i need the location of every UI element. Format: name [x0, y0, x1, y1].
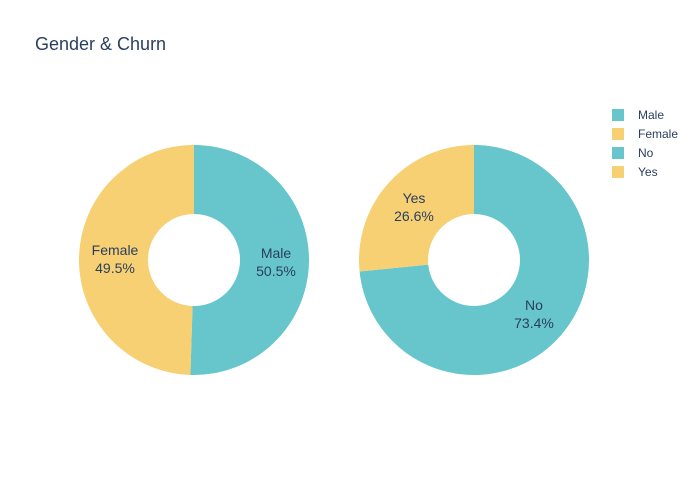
pie-slice-yes[interactable] [359, 145, 474, 272]
slice-label-no: No [525, 297, 543, 313]
slice-percent-no: 73.4% [514, 315, 554, 331]
slice-percent-female: 49.5% [95, 260, 135, 276]
slice-label-yes: Yes [403, 190, 426, 206]
pie-slice-male[interactable] [190, 145, 310, 376]
legend-swatch-male[interactable] [612, 109, 624, 121]
legend-swatch-female[interactable] [612, 128, 624, 140]
pie-slice-female[interactable] [79, 145, 194, 375]
slice-label-male: Male [261, 245, 292, 261]
legend-swatch-yes[interactable] [612, 166, 624, 178]
donut-chart-churn: No 73.4% Yes 26.6% [359, 145, 589, 375]
legend-label-female: Female [638, 127, 678, 141]
chart-title: Gender & Churn [35, 34, 166, 54]
legend-swatch-no[interactable] [612, 147, 624, 159]
chart-legend: Male Female No Yes [612, 108, 678, 179]
legend-label-yes: Yes [638, 165, 658, 179]
legend-label-no: No [638, 146, 654, 160]
pie-slice-no[interactable] [359, 145, 589, 375]
slice-label-female: Female [92, 242, 139, 258]
slice-percent-yes: 26.6% [394, 208, 434, 224]
donut-chart-gender: Male 50.5% Female 49.5% [79, 145, 310, 376]
slice-percent-male: 50.5% [256, 263, 296, 279]
legend-label-male: Male [638, 108, 664, 122]
